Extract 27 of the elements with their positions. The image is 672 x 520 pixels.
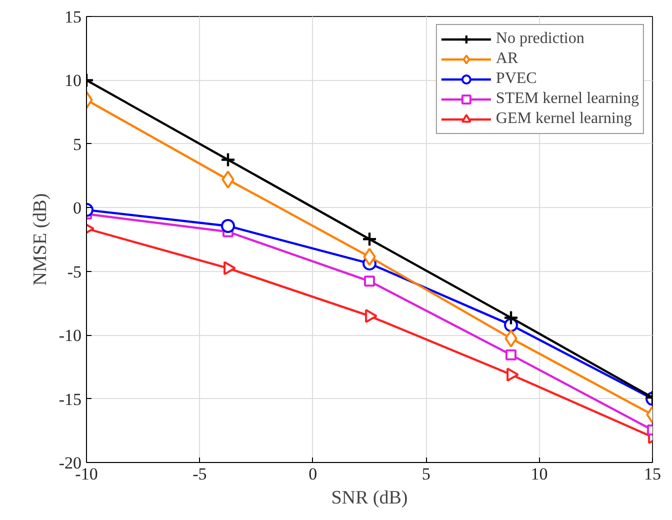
point (364, 276, 375, 287)
legend-label: AR (496, 50, 518, 68)
point (504, 329, 518, 348)
legend-label: STEM kernel learning (496, 90, 639, 108)
x-tick-label: 15 (644, 464, 661, 484)
y-tick-label: -10 (58, 326, 82, 346)
point (363, 248, 376, 266)
y-tick-label: -15 (58, 390, 82, 409)
legend-label: GEM kernel learning (496, 110, 632, 128)
x-axis-title: SNR (dB) (331, 488, 408, 508)
point (224, 261, 236, 276)
x-tick-label: 10 (530, 464, 548, 484)
y-axis-title: NMSE (dB) (30, 193, 51, 286)
point (362, 232, 378, 247)
legend-label: No prediction (496, 30, 584, 48)
x-tick-label: 0 (308, 464, 318, 484)
y-tick-label: -5 (67, 262, 82, 282)
point (365, 308, 378, 323)
legend-label: PVEC (496, 70, 537, 88)
x-tick-label: 5 (422, 464, 430, 484)
y-tick-label: 0 (73, 198, 82, 218)
point (506, 349, 516, 360)
y-tick-label: 5 (73, 134, 82, 154)
y-tick-label: 15 (64, 8, 82, 26)
x-tick-label: -5 (192, 464, 207, 484)
point (503, 310, 519, 326)
y-tick-label: 10 (64, 71, 82, 90)
